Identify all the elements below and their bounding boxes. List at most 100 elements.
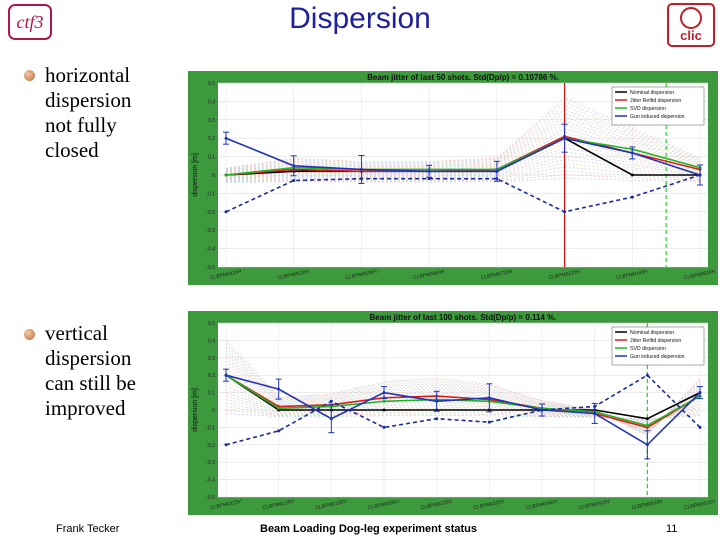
legend-label: SVD dispersion bbox=[630, 106, 666, 112]
jitter-trace bbox=[225, 155, 701, 179]
footer-subject: Beam Loading Dog-leg experiment status bbox=[260, 523, 477, 535]
plot-title: Beam jitter of last 100 shots. Std(Dp/p)… bbox=[370, 313, 557, 322]
series-line bbox=[225, 374, 701, 420]
y-tick-label: -0.2 bbox=[206, 210, 215, 216]
jitter-trace bbox=[225, 174, 701, 182]
jitter-trace bbox=[225, 354, 701, 433]
data-point bbox=[427, 177, 431, 181]
series-line bbox=[225, 374, 701, 446]
jitter-trace bbox=[225, 347, 701, 435]
series-line bbox=[225, 374, 701, 427]
chart-legend: Nominal dispersion Jitter Refitd dispersi… bbox=[611, 326, 705, 366]
legend-box bbox=[611, 86, 705, 126]
ctf3-logo: ctf3 bbox=[8, 4, 52, 40]
bullet-dot bbox=[24, 70, 35, 81]
jitter-trace bbox=[225, 361, 701, 431]
y-tick-label: 0.3 bbox=[208, 118, 215, 124]
y-tick-label: -0.1 bbox=[206, 425, 215, 431]
y-tick-label: -0.3 bbox=[206, 460, 215, 466]
data-point bbox=[563, 210, 567, 214]
series-line bbox=[225, 137, 701, 176]
y-tick-label: 0.1 bbox=[208, 155, 215, 161]
data-point bbox=[630, 173, 634, 177]
jitter-trace bbox=[225, 143, 701, 177]
y-tick-label: 0.3 bbox=[208, 356, 215, 362]
data-point bbox=[630, 195, 634, 199]
jitter-trace bbox=[225, 109, 701, 171]
data-point bbox=[487, 420, 491, 424]
jitter-trace bbox=[225, 120, 701, 173]
y-tick-label: -0.4 bbox=[206, 478, 215, 484]
data-point bbox=[382, 425, 386, 429]
y-axis-label: dispersion [m] bbox=[192, 153, 199, 197]
y-tick-label: 0 bbox=[212, 173, 215, 179]
slide-title: Dispersion bbox=[289, 2, 431, 35]
bullet-text: horizontal dispersion not fully closed bbox=[45, 63, 132, 162]
jitter-trace bbox=[225, 124, 701, 174]
series-line bbox=[225, 137, 701, 176]
jitter-trace bbox=[225, 170, 701, 182]
jitter-trace bbox=[225, 392, 701, 424]
y-tick-label: -0.1 bbox=[206, 191, 215, 197]
bullet-dot bbox=[24, 329, 35, 340]
data-point bbox=[277, 429, 281, 433]
y-tick-label: 0.4 bbox=[208, 338, 215, 344]
data-point bbox=[645, 424, 649, 428]
data-point bbox=[224, 210, 228, 214]
data-point bbox=[292, 179, 296, 183]
vertical-dispersion-plot: Beam jitter of last 100 shots. Std(Dp/p)… bbox=[188, 311, 718, 515]
jitter-trace bbox=[225, 105, 701, 170]
series-line bbox=[225, 174, 701, 213]
y-tick-label: -0.2 bbox=[206, 443, 215, 449]
jitter-trace bbox=[225, 151, 701, 178]
jitter-trace bbox=[225, 166, 701, 181]
data-point bbox=[435, 417, 439, 421]
y-tick-label: 0.2 bbox=[208, 373, 215, 379]
jitter-trace bbox=[225, 350, 701, 434]
legend-label: Gun induced dispersion bbox=[630, 114, 685, 120]
data-point bbox=[224, 173, 228, 177]
plot-title: Beam jitter of last 50 shots. Std(Dp/p) … bbox=[367, 73, 559, 82]
jitter-trace bbox=[225, 178, 701, 183]
data-point bbox=[645, 373, 649, 377]
data-point bbox=[224, 443, 228, 447]
data-point bbox=[277, 406, 281, 410]
jitter-trace bbox=[225, 113, 701, 172]
jitter-trace bbox=[225, 406, 701, 421]
y-tick-label: 0.4 bbox=[208, 99, 215, 105]
jitter-trace bbox=[225, 340, 701, 436]
y-tick-label: -0.5 bbox=[206, 265, 215, 271]
data-point bbox=[382, 399, 386, 403]
y-tick-label: 0.5 bbox=[208, 321, 215, 327]
footer-page-number: 11 bbox=[666, 523, 678, 535]
y-tick-label: 0.2 bbox=[208, 136, 215, 142]
jitter-trace bbox=[225, 343, 701, 435]
legend-label: Gun induced dispersion bbox=[630, 354, 685, 360]
horizontal-dispersion-plot: Beam jitter of last 50 shots. Std(Dp/p) … bbox=[188, 71, 718, 285]
bullet-text: vertical dispersion can still be improve… bbox=[45, 321, 136, 420]
chart-legend: Nominal dispersion Jitter Refitd dispersi… bbox=[611, 86, 705, 126]
jitter-trace bbox=[225, 147, 701, 178]
data-point bbox=[645, 417, 649, 421]
clic-logo-text: clic bbox=[680, 28, 702, 43]
legend-label: Nominal dispersion bbox=[630, 90, 674, 96]
y-tick-label: 0 bbox=[212, 408, 215, 414]
legend-label: Jitter Refitd dispersion bbox=[630, 98, 681, 104]
series-line bbox=[225, 374, 701, 446]
legend-label: Jitter Refitd dispersion bbox=[630, 338, 681, 344]
data-point bbox=[698, 425, 702, 429]
y-axis-label: dispersion [m] bbox=[192, 388, 199, 432]
jitter-trace bbox=[225, 409, 701, 420]
data-point bbox=[329, 399, 333, 403]
jitter-trace bbox=[225, 413, 701, 420]
y-tick-label: -0.4 bbox=[206, 247, 215, 253]
clic-logo: clic bbox=[667, 3, 715, 47]
footer-author: Frank Tecker bbox=[56, 523, 120, 535]
jitter-trace bbox=[225, 101, 701, 170]
jitter-trace bbox=[225, 128, 701, 174]
y-tick-label: -0.5 bbox=[206, 495, 215, 501]
legend-box bbox=[611, 326, 705, 366]
y-tick-label: -0.3 bbox=[206, 228, 215, 234]
series-line bbox=[225, 374, 701, 429]
ctf3-logo-text: ctf3 bbox=[17, 12, 44, 32]
